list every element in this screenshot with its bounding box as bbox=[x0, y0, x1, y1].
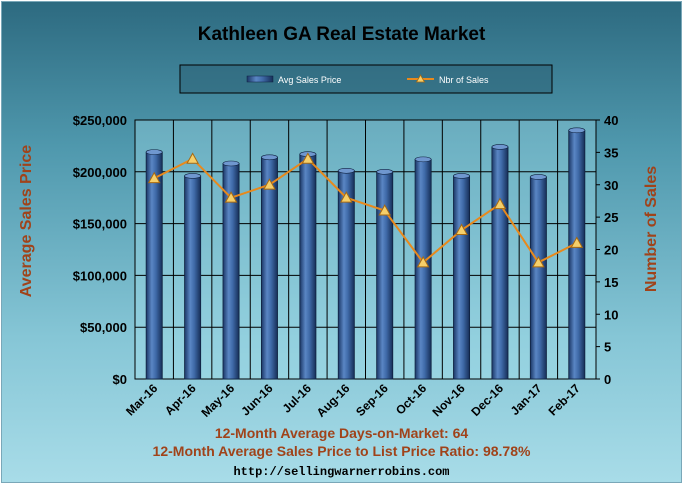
line-point-nbr-of-sales bbox=[263, 178, 276, 190]
bar-cap bbox=[184, 173, 201, 179]
bar-avg-sales-price bbox=[453, 175, 471, 380]
bar-cap bbox=[491, 144, 509, 150]
y-axis-title-right: Number of Sales bbox=[643, 165, 660, 293]
y-tick-label-left: $100,000 bbox=[73, 268, 127, 283]
legend-swatch-marker bbox=[415, 74, 426, 83]
x-tick-label: Aug-16 bbox=[314, 381, 353, 420]
bar-avg-sales-price bbox=[184, 175, 202, 380]
x-tick-label: Dec-16 bbox=[468, 381, 506, 419]
y-tick-label-left: $0 bbox=[113, 372, 127, 387]
legend-swatch-bar bbox=[246, 75, 274, 83]
line-point-nbr-of-sales bbox=[378, 204, 392, 216]
x-tick-label: Feb-17 bbox=[546, 381, 583, 418]
line-point-nbr-of-sales bbox=[301, 152, 315, 164]
x-tick-label: Jul-16 bbox=[280, 381, 315, 416]
x-tick-label: Jan-17 bbox=[508, 381, 545, 418]
x-tick-label: Jun-16 bbox=[238, 381, 275, 418]
y-tick-label-right: 25 bbox=[604, 210, 618, 225]
line-point-nbr-of-sales bbox=[455, 223, 468, 235]
bar-avg-sales-price bbox=[529, 176, 547, 380]
y-tick-label-left: $150,000 bbox=[73, 217, 127, 232]
price-ratio-text: 12-Month Average Sales Price to List Pri… bbox=[152, 443, 531, 459]
y-tick-label-right: 35 bbox=[604, 145, 618, 160]
x-tick-label: Oct-16 bbox=[393, 381, 430, 418]
bar-cap bbox=[414, 156, 432, 163]
y-tick-label-right: 40 bbox=[604, 113, 618, 128]
y-tick-label-left: $200,000 bbox=[73, 165, 127, 180]
line-point-nbr-of-sales bbox=[416, 255, 430, 268]
line-point-nbr-of-sales bbox=[532, 255, 545, 268]
legend-label-avg-sales-price: Avg Sales Price bbox=[278, 75, 341, 85]
legend-label-nbr-of-sales: Nbr of Sales bbox=[439, 75, 489, 85]
chart-title: Kathleen GA Real Estate Market bbox=[197, 24, 486, 45]
days-on-market-text: 12-Month Average Days-on-Market: 64 bbox=[214, 425, 469, 441]
bar-cap bbox=[145, 149, 163, 155]
bar-cap bbox=[222, 160, 240, 167]
y-tick-label-right: 15 bbox=[604, 275, 618, 290]
bar-avg-sales-price bbox=[145, 151, 163, 380]
bar-avg-sales-price bbox=[260, 156, 278, 380]
bar-avg-sales-price bbox=[568, 129, 586, 380]
line-point-nbr-of-sales bbox=[339, 191, 353, 203]
website-url[interactable]: http://sellingwarnerrobins.com bbox=[233, 465, 450, 479]
bar-avg-sales-price bbox=[491, 146, 509, 380]
y-tick-label-right: 20 bbox=[604, 243, 618, 258]
bar-avg-sales-price bbox=[376, 171, 394, 380]
bar-cap bbox=[453, 173, 470, 179]
line-point-nbr-of-sales bbox=[224, 191, 238, 203]
x-tick-label: Sep-16 bbox=[353, 381, 391, 419]
bar-avg-sales-price bbox=[299, 153, 317, 380]
line-point-nbr-of-sales bbox=[570, 236, 584, 248]
bar-cap bbox=[568, 127, 586, 134]
x-tick-label: Nov-16 bbox=[429, 381, 467, 419]
bar-cap bbox=[261, 154, 278, 161]
bar-cap bbox=[376, 169, 394, 175]
y-tick-label-right: 0 bbox=[604, 372, 611, 387]
y-tick-label-right: 30 bbox=[604, 178, 618, 193]
bar-cap bbox=[337, 167, 355, 174]
x-tick-label: Mar-16 bbox=[123, 381, 160, 418]
y-tick-label-left: $50,000 bbox=[80, 320, 127, 335]
bar-cap bbox=[530, 174, 547, 180]
y-tick-label-left: $250,000 bbox=[73, 113, 127, 128]
line-point-nbr-of-sales bbox=[186, 152, 199, 164]
legend-box bbox=[179, 64, 553, 94]
x-tick-label: May-16 bbox=[198, 381, 237, 420]
x-tick-label: Apr-16 bbox=[162, 381, 199, 418]
line-point-nbr-of-sales bbox=[147, 171, 161, 184]
line-point-nbr-of-sales bbox=[493, 197, 507, 210]
line-nbr-of-sales bbox=[153, 157, 578, 264]
y-tick-label-right: 10 bbox=[604, 307, 618, 322]
y-axis-title-left: Average Sales Price bbox=[18, 144, 35, 298]
bar-avg-sales-price bbox=[414, 158, 432, 380]
y-tick-label-right: 5 bbox=[604, 340, 611, 355]
